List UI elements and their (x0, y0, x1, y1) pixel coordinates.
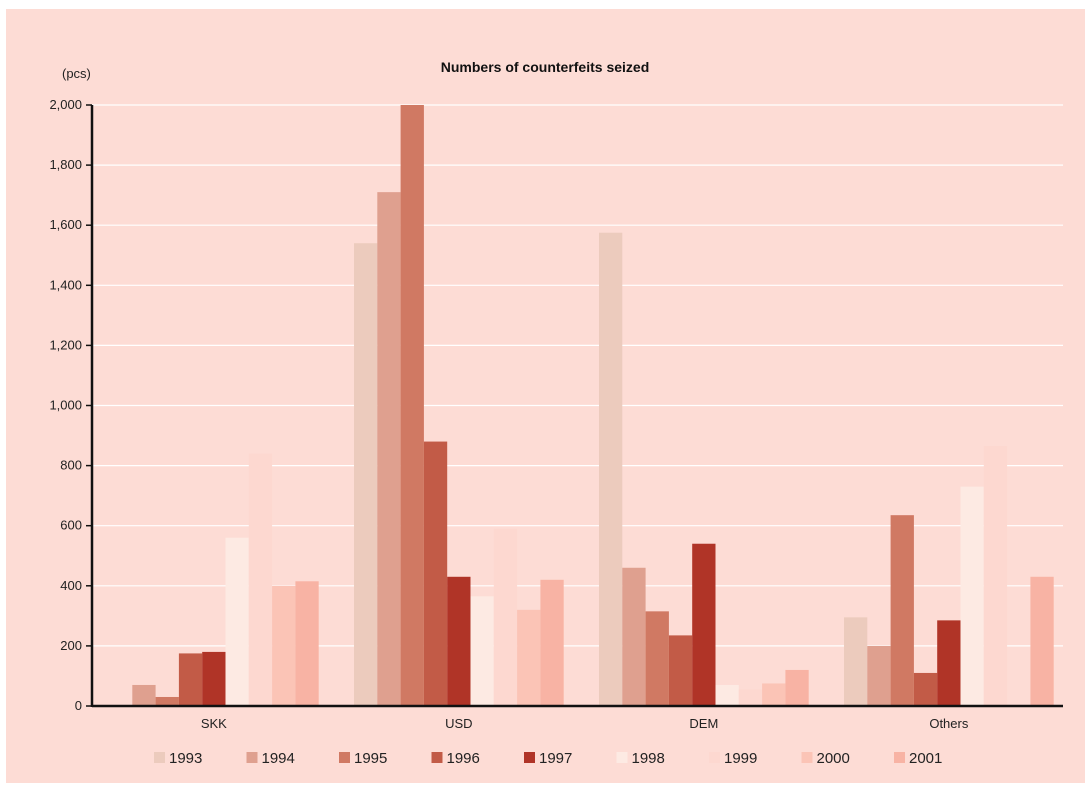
legend-swatch (709, 752, 720, 763)
bar-skk-1999 (248, 453, 273, 706)
legend-label: 1998 (632, 750, 665, 767)
y-tick-label: 1,800 (49, 157, 82, 172)
legend-swatch (246, 752, 258, 763)
legend-label: 2000 (817, 750, 850, 767)
bar-usd-1994 (377, 192, 401, 706)
bar-usd-1998 (470, 596, 494, 706)
legend-swatch (339, 752, 350, 763)
y-tick-label: 1,000 (49, 398, 82, 413)
x-category-label: Others (929, 716, 969, 731)
bar-others-2001 (1030, 576, 1054, 706)
bar-skk-1996 (178, 653, 203, 706)
bar-usd-1999 (493, 528, 518, 706)
bar-usd-1993 (354, 243, 378, 707)
legend-swatch (894, 752, 905, 763)
legend-label: 1993 (169, 750, 202, 767)
chart-title: Numbers of counterfeits seized (441, 59, 650, 75)
bar-skk-1995 (155, 696, 179, 706)
bar-others-1997 (937, 620, 961, 706)
legend-label: 1999 (724, 750, 757, 767)
bar-others-1993 (844, 617, 868, 706)
bar-usd-1996 (423, 441, 448, 706)
bar-dem-1996 (668, 635, 693, 706)
bar-skk-1997 (202, 651, 226, 706)
legend-label: 1994 (262, 750, 295, 767)
y-tick-label: 800 (60, 458, 82, 473)
x-category-label: DEM (689, 716, 718, 731)
bar-usd-2000 (517, 609, 541, 706)
bar-skk-2001 (295, 581, 319, 706)
bar-dem-2000 (762, 683, 786, 706)
x-category-labels: SKK USD DEM Others (201, 716, 969, 731)
legend-label: 1997 (539, 750, 572, 767)
bar-dem-1995 (645, 611, 669, 706)
y-axis-unit: (pcs) (62, 66, 91, 81)
y-tick-label: 1,600 (49, 217, 82, 232)
bar-dem-1993 (599, 232, 623, 706)
x-category-label: USD (445, 716, 472, 731)
legend-swatch (616, 752, 628, 763)
bar-skk-2000 (272, 585, 296, 706)
y-tick-label: 0 (75, 698, 82, 713)
bar-dem-1997 (692, 543, 716, 706)
y-tick-label: 2,000 (49, 97, 82, 112)
bar-others-1999 (983, 446, 1008, 706)
bar-usd-2001 (540, 579, 564, 706)
legend: 1993 1994 1995 1996 1997 1998 1999 2000 2001 (154, 750, 942, 767)
y-tick-label: 400 (60, 578, 82, 593)
legend-label: 1996 (447, 750, 480, 767)
bar-others-1998 (960, 486, 984, 706)
bar-usd-1995 (400, 105, 424, 706)
legend-swatch (154, 752, 165, 763)
bars (132, 105, 1054, 707)
legend-swatch (524, 752, 535, 763)
x-category-label: SKK (201, 716, 227, 731)
bar-others-1995 (890, 515, 914, 706)
bar-others-1994 (867, 645, 891, 706)
legend-label: 1995 (354, 750, 387, 767)
y-tick-label: 200 (60, 638, 82, 653)
legend-swatch (801, 752, 813, 763)
bar-others-1996 (913, 672, 938, 706)
bar-dem-1998 (715, 684, 739, 706)
bar-skk-1998 (225, 537, 249, 706)
y-tick-label: 600 (60, 518, 82, 533)
bar-dem-1994 (622, 567, 646, 706)
bar-usd-1997 (447, 576, 471, 706)
y-tick-labels: 0 200 400 600 800 1,000 1,200 1,400 1,600 1,800 2,… (49, 97, 92, 713)
legend-label: 2001 (909, 750, 942, 767)
bar-dem-2001 (785, 669, 809, 706)
legend-swatch (431, 752, 443, 763)
y-tick-label: 1,200 (49, 337, 82, 352)
y-tick-label: 1,400 (49, 277, 82, 292)
bar-dem-1999 (738, 689, 763, 706)
bar-skk-1994 (132, 684, 156, 706)
